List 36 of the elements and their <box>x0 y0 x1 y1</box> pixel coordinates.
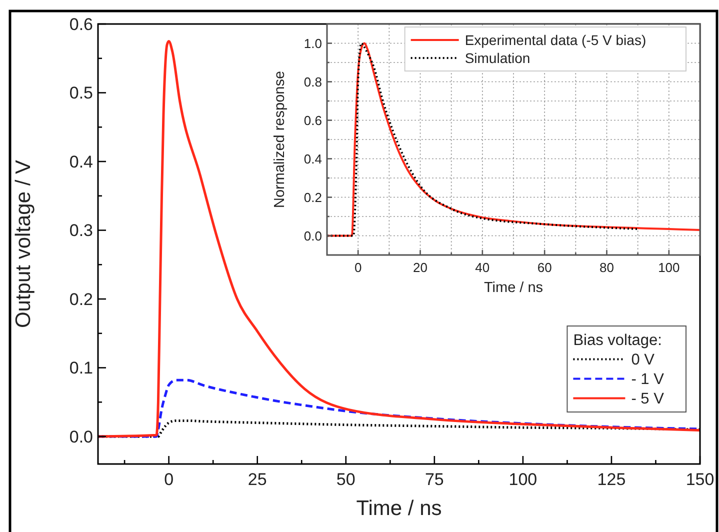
x-tick-label: 80 <box>600 260 614 275</box>
legend-label: 0 V <box>631 352 656 369</box>
x-tick-label: 75 <box>424 470 444 489</box>
legend-title: Bias voltage: <box>573 332 662 350</box>
y-axis-title: Normalized response <box>272 70 288 208</box>
x-tick-label: 150 <box>686 470 714 489</box>
y-tick-label: 0.4 <box>304 151 322 166</box>
x-axis-title: Time / ns <box>484 280 544 296</box>
y-axis-title: Output voltage / V <box>12 160 35 328</box>
x-tick-label: 0 <box>354 260 362 275</box>
x-tick-label: 50 <box>336 470 356 489</box>
y-tick-label: 0.8 <box>304 74 322 90</box>
x-tick-label: 20 <box>413 260 428 275</box>
y-tick-label: 0.3 <box>69 221 93 240</box>
x-tick-label: 125 <box>597 470 626 489</box>
y-tick-label: 0.5 <box>69 84 93 103</box>
y-tick-label: 0.0 <box>69 427 93 446</box>
legend-label: Simulation <box>464 50 530 66</box>
y-tick-label: 0.6 <box>304 112 322 128</box>
y-tick-label: 1.0 <box>304 36 322 51</box>
x-tick-label: 40 <box>475 260 490 275</box>
x-tick-label: 60 <box>537 260 552 275</box>
y-tick-label: 0.1 <box>69 358 93 378</box>
y-tick-label: 0.2 <box>304 190 322 205</box>
x-axis-title: Time / ns <box>356 497 442 520</box>
x-tick-label: 100 <box>658 260 680 275</box>
y-tick-label: 0.4 <box>69 152 93 172</box>
x-tick-label: 25 <box>248 470 267 489</box>
y-tick-label: 0.2 <box>69 290 93 309</box>
x-tick-label: 0 <box>164 470 174 489</box>
legend-label: - 1 V <box>631 371 665 388</box>
legend-label: - 5 V <box>631 390 665 408</box>
legend-label: Experimental data (-5 V bias) <box>464 32 646 48</box>
x-tick-label: 100 <box>508 470 538 489</box>
y-tick-label: 0.0 <box>304 228 322 244</box>
y-tick-label: 0.6 <box>69 14 93 34</box>
